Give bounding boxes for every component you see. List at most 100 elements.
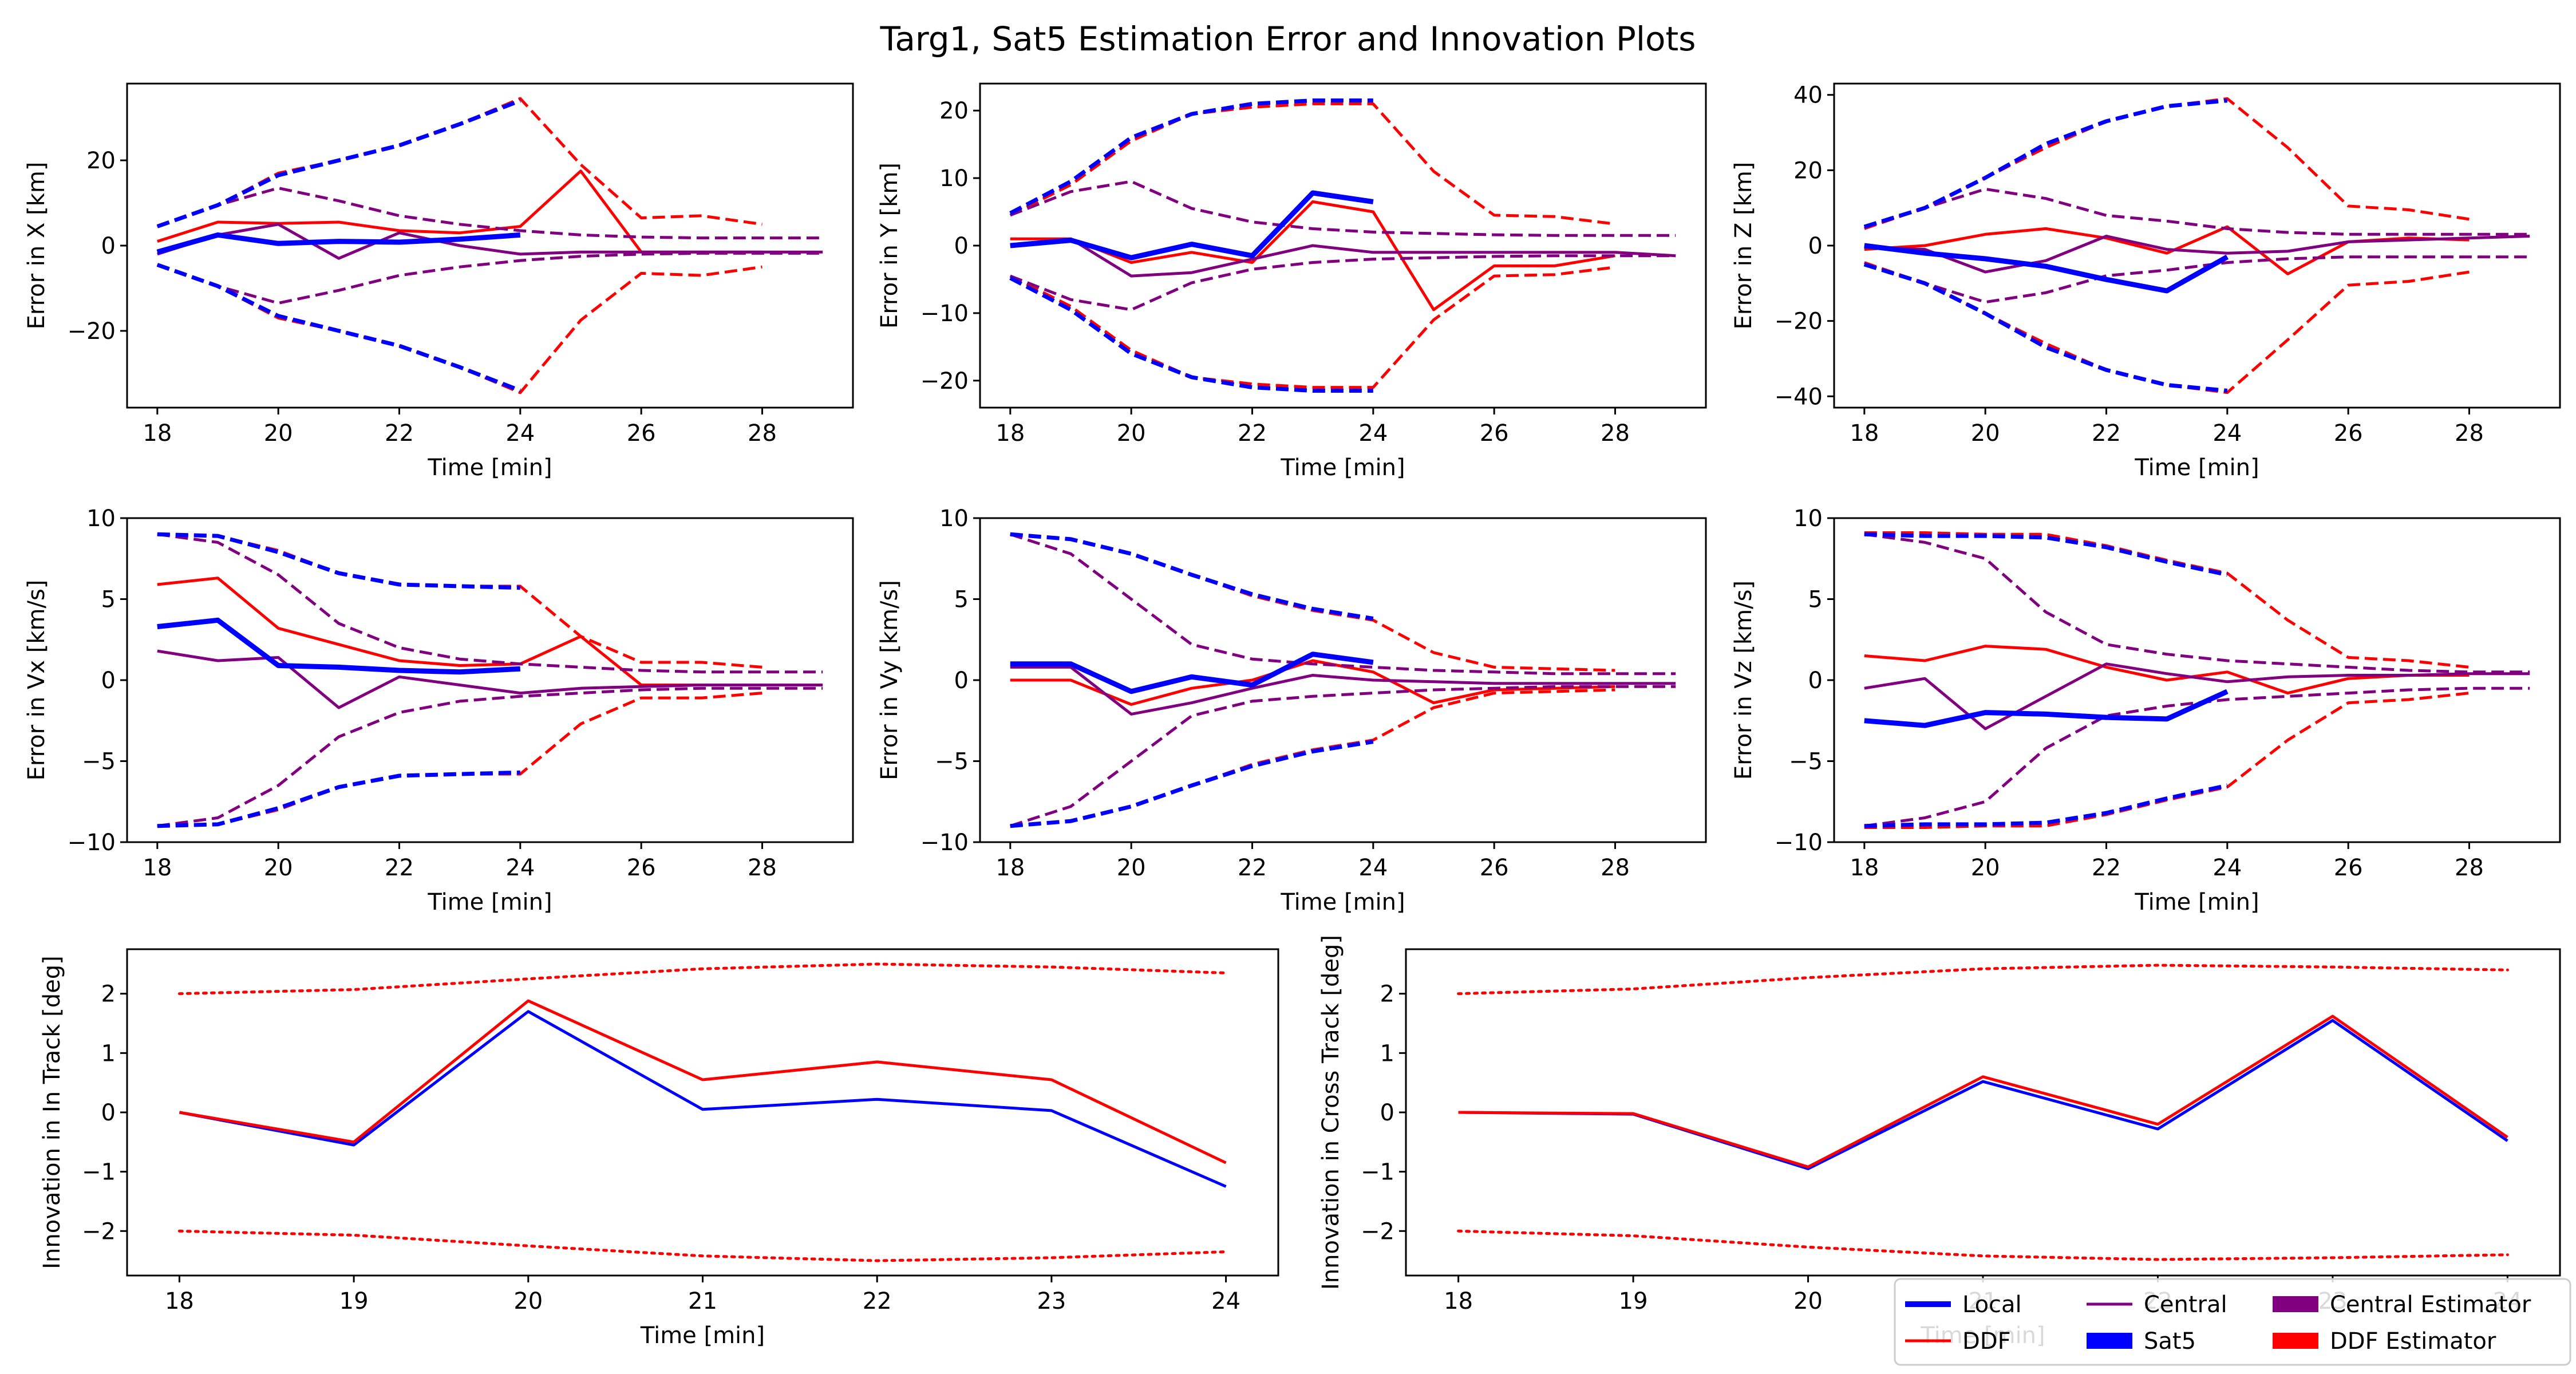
x-tick-label: 24 xyxy=(1211,1288,1240,1314)
y-tick-label: 0 xyxy=(1808,668,1823,694)
x-tick-label: 20 xyxy=(1971,855,2000,881)
y-tick-label: −40 xyxy=(1775,384,1823,410)
series-line-ddf-estimator-dotted-3 xyxy=(177,1229,1228,1262)
x-tick-label: 22 xyxy=(1238,855,1267,881)
x-tick-label: 28 xyxy=(748,420,777,447)
x-axis-label: Time [min] xyxy=(427,889,552,915)
y-tick-label: 2 xyxy=(101,981,116,1008)
x-tick-label: 26 xyxy=(1480,420,1509,447)
subplot-3: 18 20 22 24 26 28 −40 −20 0 20 40 Time [min] Error i… xyxy=(1730,82,2561,481)
x-tick-label: 22 xyxy=(2092,420,2121,447)
plot-area xyxy=(1834,84,2560,408)
x-tick-label: 24 xyxy=(2212,420,2242,447)
figure-title: Targ1, Sat5 Estimation Error and Innovat… xyxy=(880,19,1696,58)
series-line-central-solid-3 xyxy=(1864,235,2530,274)
series-line-central-dashed-4 xyxy=(1864,187,2530,236)
y-tick-label: −20 xyxy=(68,318,116,345)
y-tick-label: −10 xyxy=(920,301,969,327)
series-line-central-dashed-5 xyxy=(156,251,823,305)
legend-entry-central: Central xyxy=(2087,1292,2227,1318)
y-tick-label: −1 xyxy=(1361,1159,1394,1186)
y-tick-label: 40 xyxy=(1793,82,1823,109)
legend-entry-ddf-estimator: DDF Estimator xyxy=(2273,1328,2496,1355)
x-tick-label: 18 xyxy=(143,855,172,881)
series-line-central-dashed-5 xyxy=(1864,255,2530,304)
x-tick-label: 22 xyxy=(2092,855,2121,881)
series-line-central-solid-3 xyxy=(157,223,823,260)
x-tick-label: 26 xyxy=(2334,855,2363,881)
series-line-local-dashed-8 xyxy=(156,263,521,393)
x-tick-label: 26 xyxy=(627,855,656,881)
series-line-local-dashed-8 xyxy=(1863,262,2228,393)
x-tick-label: 20 xyxy=(264,855,293,881)
series-line-local-solid-6 xyxy=(1864,689,2229,728)
series-line-local-dashed-7 xyxy=(1864,532,2228,577)
series-line-ddf-solid-0 xyxy=(1010,659,1615,706)
y-tick-label: 5 xyxy=(1808,587,1823,613)
series-line-central-dashed-4 xyxy=(157,532,823,674)
legend-entry-sat5: Sat5 xyxy=(2087,1328,2196,1355)
y-tick-label: 0 xyxy=(101,668,116,694)
series-line-local-solid-6 xyxy=(1010,190,1374,260)
series-line-local-dashed-7 xyxy=(1010,532,1374,621)
plot-area xyxy=(127,84,853,408)
series-line-local-solid-6 xyxy=(156,232,521,255)
legend-label: DDF Estimator xyxy=(2330,1328,2496,1355)
x-tick-label: 18 xyxy=(1850,420,1879,447)
y-tick-label: −2 xyxy=(1361,1218,1394,1245)
x-tick-label: 26 xyxy=(627,420,656,447)
series-line-ddf-estimator-solid-1 xyxy=(179,999,1227,1164)
series-line-local-dashed-7 xyxy=(157,532,520,590)
x-tick-label: 19 xyxy=(339,1288,369,1314)
legend-swatch-patch xyxy=(2273,1296,2318,1312)
series-line-ddf-estimator-dotted-2 xyxy=(1457,964,2509,996)
y-tick-label: 5 xyxy=(101,587,116,613)
y-tick-label: 2 xyxy=(1380,981,1394,1008)
x-axis-label: Time [min] xyxy=(1280,889,1405,915)
x-axis-label: Time [min] xyxy=(1280,455,1405,481)
x-tick-label: 20 xyxy=(1117,855,1146,881)
x-tick-label: 18 xyxy=(995,855,1025,881)
series-line-sat5-solid-0 xyxy=(179,1010,1227,1188)
x-tick-label: 23 xyxy=(1037,1288,1066,1314)
series-line-central-solid-3 xyxy=(1864,662,2530,731)
y-tick-label: −20 xyxy=(920,368,969,394)
x-tick-label: 24 xyxy=(505,855,535,881)
y-tick-label: −10 xyxy=(920,830,969,856)
series-line-local-solid-6 xyxy=(1864,243,2229,294)
legend-label: Local xyxy=(1962,1292,2022,1318)
x-tick-label: 28 xyxy=(2455,855,2484,881)
series-line-central-dashed-4 xyxy=(156,187,823,240)
x-tick-label: 22 xyxy=(385,420,414,447)
y-tick-label: 0 xyxy=(101,233,116,259)
y-axis-label: Error in Z [km] xyxy=(1730,162,1757,330)
series-line-ddf-estimator-dotted-3 xyxy=(1457,1229,2509,1261)
x-axis-label: Time [min] xyxy=(427,455,552,481)
x-tick-label: 26 xyxy=(2334,420,2363,447)
legend-label: DDF xyxy=(1962,1328,2011,1355)
y-tick-label: 5 xyxy=(954,587,969,613)
x-tick-label: 18 xyxy=(165,1288,194,1314)
series-line-ddf-dashed-2 xyxy=(1863,261,2470,394)
subplot-1: 18 20 22 24 26 28 −20 0 20 Time [min] Error in X [… xyxy=(23,82,854,481)
y-tick-label: −1 xyxy=(82,1159,116,1186)
subplot-2: 18 20 22 24 26 28 −20 −10 0 10 20 Time [min] Error i… xyxy=(876,82,1707,481)
series-line-local-solid-6 xyxy=(1010,652,1374,694)
y-tick-label: −5 xyxy=(1789,749,1823,775)
series-line-local-dashed-8 xyxy=(1864,783,2228,828)
x-tick-label: 28 xyxy=(1601,855,1630,881)
x-tick-label: 20 xyxy=(264,420,293,447)
subplot-5: 18 20 22 24 26 28 −10 −5 0 5 10 Time [min] Error in … xyxy=(876,506,1707,915)
series-line-local-dashed-8 xyxy=(157,770,520,828)
plot-area xyxy=(1834,518,2560,842)
legend-label: Central xyxy=(2144,1292,2227,1318)
x-axis-label: Time [min] xyxy=(2134,889,2259,915)
x-axis-label: Time [min] xyxy=(640,1322,765,1349)
y-tick-label: 20 xyxy=(1793,157,1823,184)
plot-area xyxy=(127,518,853,842)
legend-box xyxy=(1894,1278,2571,1366)
y-tick-label: −5 xyxy=(935,749,969,775)
y-tick-label: −2 xyxy=(82,1218,116,1245)
y-tick-label: 10 xyxy=(939,506,969,532)
